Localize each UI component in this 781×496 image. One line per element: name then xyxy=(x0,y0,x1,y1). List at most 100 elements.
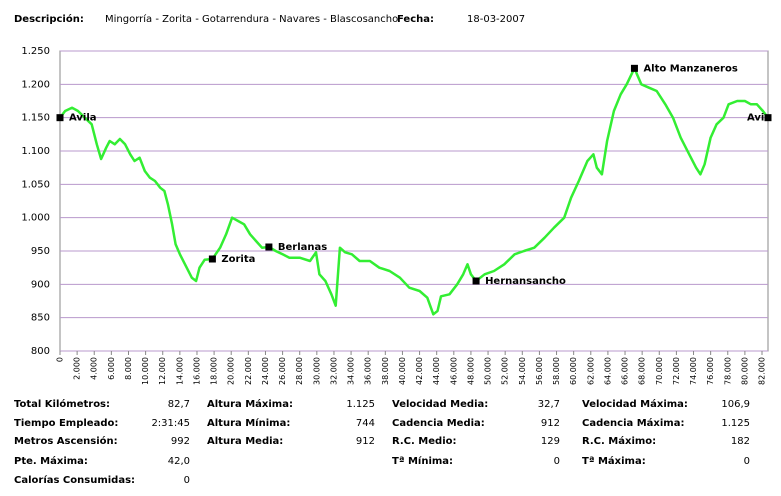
x-tick-label: 52.000 xyxy=(501,357,510,385)
x-tick-label: 66.000 xyxy=(621,357,630,385)
elevation-line xyxy=(59,67,769,316)
stat-value: 2:31:45 xyxy=(151,418,190,429)
x-tick-label: 30.000 xyxy=(312,357,321,385)
stat-label: Pte. Máxima: xyxy=(14,455,88,467)
x-tick-label: 82.000 xyxy=(758,357,767,385)
stat-label: Calorías Consumidas: xyxy=(14,474,135,486)
stat-value: 744 xyxy=(356,418,375,429)
x-tick-label: 46.000 xyxy=(449,357,458,385)
x-tick-label: 60.000 xyxy=(569,357,578,385)
stat-label: R.C. Medio: xyxy=(392,436,457,447)
waypoint-label: Avila xyxy=(69,113,97,124)
stat-value: 912 xyxy=(541,418,560,429)
waypoint-marker xyxy=(56,114,64,122)
x-tick-label: 80.000 xyxy=(740,357,749,385)
x-tick-label: 48.000 xyxy=(466,357,475,385)
stat-value: 182 xyxy=(731,436,750,447)
y-tick-label: 1.100 xyxy=(21,146,50,157)
waypoint-label: Avi xyxy=(747,113,764,124)
x-tick-label: 22.000 xyxy=(244,357,253,385)
stat-value: 0 xyxy=(184,475,190,486)
waypoint-marker xyxy=(265,243,273,251)
plot-frame xyxy=(59,50,769,352)
stat-label: Velocidad Media: xyxy=(392,399,488,410)
date: 18-03-2007 xyxy=(467,14,525,25)
x-tick-label: 36.000 xyxy=(364,357,373,385)
x-tick-label: 54.000 xyxy=(518,357,527,385)
waypoint-marker xyxy=(764,114,772,122)
y-tick-label: 900 xyxy=(31,279,50,290)
x-tick-label: 14.000 xyxy=(175,357,184,385)
waypoint-marker xyxy=(630,64,638,72)
y-tick-label: 1.200 xyxy=(21,79,50,90)
stat-value: 42,0 xyxy=(168,456,190,467)
waypoint-marker xyxy=(208,255,216,263)
x-tick-label: 38.000 xyxy=(381,357,390,385)
stat-value: 32,7 xyxy=(538,399,560,410)
stat-label: Metros Ascensión: xyxy=(14,435,118,447)
y-tick-label: 1.050 xyxy=(21,179,50,190)
x-tick-label: 18.000 xyxy=(210,357,219,385)
x-tick-label: 50.000 xyxy=(484,357,493,385)
stat-value: 912 xyxy=(356,436,375,447)
x-tick-label: 78.000 xyxy=(723,357,732,385)
stat-value: 1.125 xyxy=(346,399,375,410)
stat-label: Altura Mínima: xyxy=(207,417,290,429)
stat-label: R.C. Máximo: xyxy=(582,435,656,447)
x-tick-label: 44.000 xyxy=(432,357,441,385)
y-tick-label: 1.250 xyxy=(21,46,50,57)
y-tick-label: 1.150 xyxy=(21,113,50,124)
y-tick-label: 950 xyxy=(31,246,50,257)
x-tick-label: 74.000 xyxy=(689,357,698,385)
stat-label: Altura Media: xyxy=(207,436,283,447)
x-tick-label: 68.000 xyxy=(638,357,647,385)
x-tick-label: 64.000 xyxy=(603,357,612,385)
stat-label: Tª Máxima: xyxy=(582,455,646,467)
x-tick-label: 2.000 xyxy=(73,357,82,380)
stat-value: 992 xyxy=(171,436,190,447)
x-tick-label: 0 xyxy=(56,357,65,362)
x-tick-label: 76.000 xyxy=(706,357,715,385)
stat-value: 106,9 xyxy=(721,399,750,410)
x-tick-label: 34.000 xyxy=(347,357,356,385)
stat-label: Tª Mínima: xyxy=(392,455,453,467)
stat-value: 82,7 xyxy=(168,399,190,410)
x-tick-label: 10.000 xyxy=(141,357,150,385)
x-tick-label: 20.000 xyxy=(227,357,236,385)
x-tick-label: 70.000 xyxy=(655,357,664,385)
desc-label: Descripción: xyxy=(14,13,84,25)
waypoint-marker xyxy=(472,277,480,285)
stat-label: Cadencia Media: xyxy=(392,418,485,429)
date-label: Fecha: xyxy=(397,14,434,25)
x-tick-label: 62.000 xyxy=(586,357,595,385)
x-tick-label: 28.000 xyxy=(295,357,304,385)
stat-value: 1.125 xyxy=(721,418,750,429)
waypoint-label: Hernansancho xyxy=(485,276,566,287)
stat-label: Velocidad Máxima: xyxy=(582,398,688,410)
waypoint-label: Zorita xyxy=(221,254,255,265)
x-tick-label: 6.000 xyxy=(107,357,116,380)
x-tick-label: 26.000 xyxy=(278,357,287,385)
stat-value: 0 xyxy=(744,456,750,467)
stat-label: Total Kilómetros: xyxy=(14,398,110,410)
x-tick-label: 4.000 xyxy=(90,357,99,380)
x-tick-label: 24.000 xyxy=(261,357,270,385)
y-tick-label: 800 xyxy=(31,346,50,357)
stat-label: Tiempo Empleado: xyxy=(14,418,118,429)
x-tick-label: 56.000 xyxy=(535,357,544,385)
waypoint-label: Alto Manzaneros xyxy=(643,63,737,74)
stat-label: Altura Máxima: xyxy=(207,398,293,410)
description: Mingorría - Zorita - Gotarrendura - Nava… xyxy=(105,13,398,25)
y-tick-label: 1.000 xyxy=(21,213,50,224)
x-tick-label: 12.000 xyxy=(158,357,167,385)
waypoint-label: Berlanas xyxy=(278,242,327,253)
x-tick-label: 8.000 xyxy=(124,357,133,380)
stat-value: 0 xyxy=(554,456,560,467)
x-tick-label: 40.000 xyxy=(398,357,407,385)
x-tick-label: 42.000 xyxy=(415,357,424,385)
x-tick-label: 72.000 xyxy=(672,357,681,385)
stat-label: Cadencia Máxima: xyxy=(582,417,684,429)
stat-value: 129 xyxy=(541,436,560,447)
x-tick-label: 58.000 xyxy=(552,357,561,385)
